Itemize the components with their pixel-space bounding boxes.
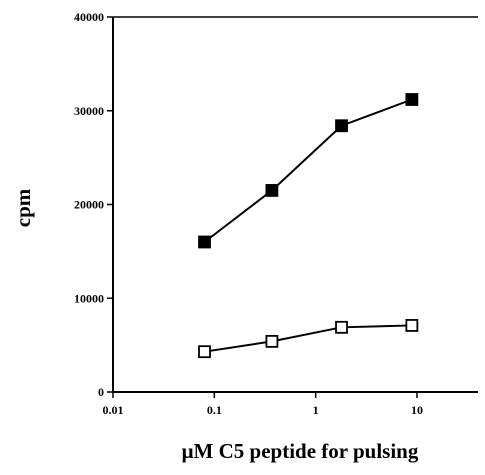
y-tick-label: 0: [98, 385, 104, 399]
marker: [405, 93, 419, 106]
marker: [405, 319, 419, 332]
y-tick-label: 40000: [74, 10, 104, 24]
series-line: [203, 98, 413, 243]
marker: [198, 345, 211, 359]
marker: [265, 184, 279, 197]
marker: [335, 320, 348, 334]
y-tick-label: 20000: [74, 198, 104, 212]
marker: [198, 235, 211, 249]
y-axis-title: cpm: [11, 188, 35, 227]
y-tick-label: 10000: [74, 291, 104, 305]
x-tick-label: 10: [411, 403, 423, 417]
y-tick-label: 30000: [74, 104, 104, 118]
x-axis-title: μM C5 peptide for pulsing: [182, 439, 419, 463]
x-tick-label: 0.1: [207, 403, 222, 417]
x-tick-label: 1: [313, 403, 319, 417]
x-tick-label: 0.01: [103, 403, 124, 417]
marker: [265, 334, 279, 348]
marker: [335, 119, 348, 133]
series-line: [204, 324, 412, 353]
